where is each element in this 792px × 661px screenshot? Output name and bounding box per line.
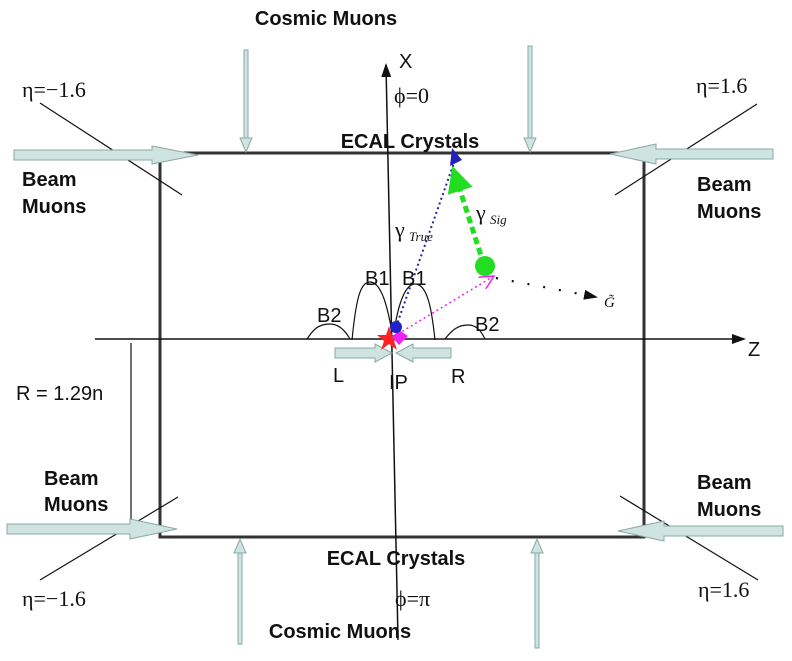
eta-line-top-left xyxy=(39,102,183,196)
gamma-sig-line xyxy=(447,166,487,266)
gamma-true-symbol: γ xyxy=(394,217,405,242)
ip-star xyxy=(377,326,401,350)
gamma-true-head xyxy=(450,148,462,166)
neutralino-line xyxy=(397,276,494,335)
b2-left-curve xyxy=(306,323,351,340)
beam-muons-bl-line1: Beam xyxy=(44,468,98,490)
x-axis-label: X xyxy=(399,51,412,73)
ecal-bottom-label: ECAL Crystals xyxy=(327,548,466,570)
beam-arrow-bottom-left xyxy=(6,518,178,540)
b1-right-label: B1 xyxy=(402,268,426,290)
beam-muons-bl-line2: Muons xyxy=(44,494,108,516)
cosmic-muons-bottom-label: Cosmic Muons xyxy=(269,621,411,643)
gravitino-line xyxy=(495,276,598,300)
eta-top-right-label: η=1.6 xyxy=(696,73,747,98)
b1-right-curve xyxy=(393,283,436,341)
r-label: R xyxy=(451,366,465,388)
eta-bottom-left-label: η=−1.6 xyxy=(22,586,86,611)
cosmic-arrow-bottom-right xyxy=(530,537,544,649)
eta-top-left-label: η=−1.6 xyxy=(22,77,86,102)
cosmic-arrow-bottom-left xyxy=(233,537,247,645)
beam-muons-tr-line2: Muons xyxy=(697,201,761,223)
beam-arrow-l xyxy=(334,343,394,363)
beam-muons-tr-line1: Beam xyxy=(697,174,751,196)
phi-bottom-label: ϕ=π xyxy=(395,586,430,611)
b1-left-curve xyxy=(351,281,393,341)
gamma-sig-label: γ Sig xyxy=(475,200,507,227)
ecal-box xyxy=(158,151,646,539)
beam-arrow-r xyxy=(394,343,452,363)
beam-muons-br-line2: Muons xyxy=(697,499,761,521)
gamma-true-subscript: True xyxy=(409,229,433,244)
eta-line-bottom-left xyxy=(39,496,179,581)
gamma-true-label: γ True xyxy=(394,217,433,244)
cosmic-arrow-top-left xyxy=(239,49,253,154)
ip-diamond xyxy=(392,330,408,345)
eta-line-bottom-right xyxy=(619,495,759,581)
ecal-top-label: ECAL Crystals xyxy=(341,131,480,153)
beam-arrow-bottom-right xyxy=(617,520,784,542)
z-axis-label: Z xyxy=(748,339,760,361)
beam-muons-tl-line1: Beam xyxy=(22,169,76,191)
neutralino-dot xyxy=(475,256,495,276)
beam-arrow-top-right xyxy=(609,143,774,165)
b1-left-label: B1 xyxy=(365,268,389,290)
ip-label: IP xyxy=(389,372,408,394)
gamma-sig-symbol: γ xyxy=(475,200,486,225)
gamma-sig-subscript: Sig xyxy=(490,212,507,227)
b2-right-curve xyxy=(444,324,486,340)
phi-top-label: ϕ=0 xyxy=(394,83,429,108)
cosmic-muons-top-label: Cosmic Muons xyxy=(255,8,397,30)
beam-muons-tl-line2: Muons xyxy=(22,196,86,218)
radius-label: R = 1.29n xyxy=(16,383,103,405)
b2-right-label: B2 xyxy=(475,314,499,336)
beam-muons-br-line1: Beam xyxy=(697,472,751,494)
b2-left-label: B2 xyxy=(317,305,341,327)
beam-arrow-top-left xyxy=(13,145,199,165)
gravitino-label: G̃ xyxy=(604,294,615,311)
l-label: L xyxy=(333,365,344,387)
eta-bottom-right-label: η=1.6 xyxy=(698,577,749,602)
ip-blue-dot xyxy=(390,321,402,333)
cosmic-arrow-top-right xyxy=(523,45,537,154)
